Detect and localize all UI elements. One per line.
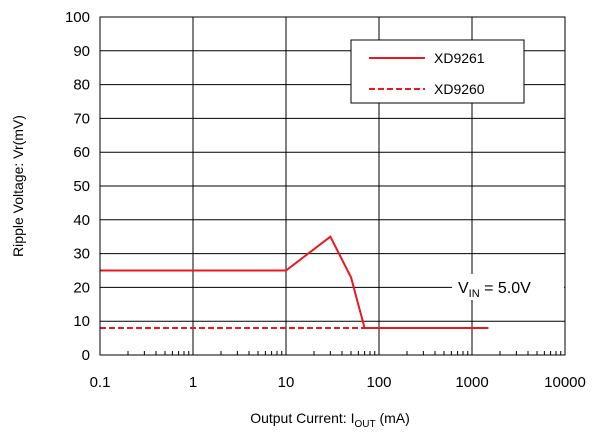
annotation-text: VIN = 5.0V — [458, 280, 531, 300]
x-tick-labels: 0.1 1 10 100 1000 10000 — [90, 374, 586, 391]
y-tick-labels: 0 10 20 30 40 50 60 70 80 90 100 — [65, 9, 90, 364]
y-tick-label: 10 — [73, 313, 90, 330]
series-line-xd9261 — [100, 235, 489, 329]
y-tick-label: 90 — [73, 43, 90, 60]
y-tick-label: 80 — [73, 77, 90, 94]
y-tick-label: 70 — [73, 110, 90, 127]
x-tick-label: 0.1 — [90, 374, 111, 391]
x-tick-label: 1 — [189, 374, 197, 391]
y-tick-label: 50 — [73, 178, 90, 195]
y-tick-label: 0 — [82, 347, 90, 364]
legend-box — [350, 39, 525, 104]
y-tick-label: 30 — [73, 246, 90, 263]
vin-annotation: VIN = 5.0V — [452, 274, 564, 300]
y-tick-label: 100 — [65, 9, 90, 26]
y-tick-label: 20 — [73, 279, 90, 296]
y-axis-title: Ripple Voltage: Vr(mV) — [10, 115, 26, 257]
x-tick-label: 100 — [366, 374, 391, 391]
x-axis-title: Output Current: IOUT (mA) — [250, 410, 410, 430]
x-tick-label: 10000 — [544, 374, 586, 391]
series-layer — [100, 235, 489, 329]
legend: XD9261 XD9260 — [350, 39, 525, 104]
x-tick-label: 10 — [278, 374, 295, 391]
y-tick-label: 60 — [73, 144, 90, 161]
y-tick-label: 40 — [73, 212, 90, 229]
legend-label-xd9260: XD9260 — [434, 81, 485, 97]
plot-frame — [99, 16, 566, 356]
x-tick-label: 1000 — [455, 374, 488, 391]
legend-label-xd9261: XD9261 — [434, 50, 485, 66]
annotation-background — [452, 274, 564, 300]
minor-ticks — [127, 351, 562, 355]
